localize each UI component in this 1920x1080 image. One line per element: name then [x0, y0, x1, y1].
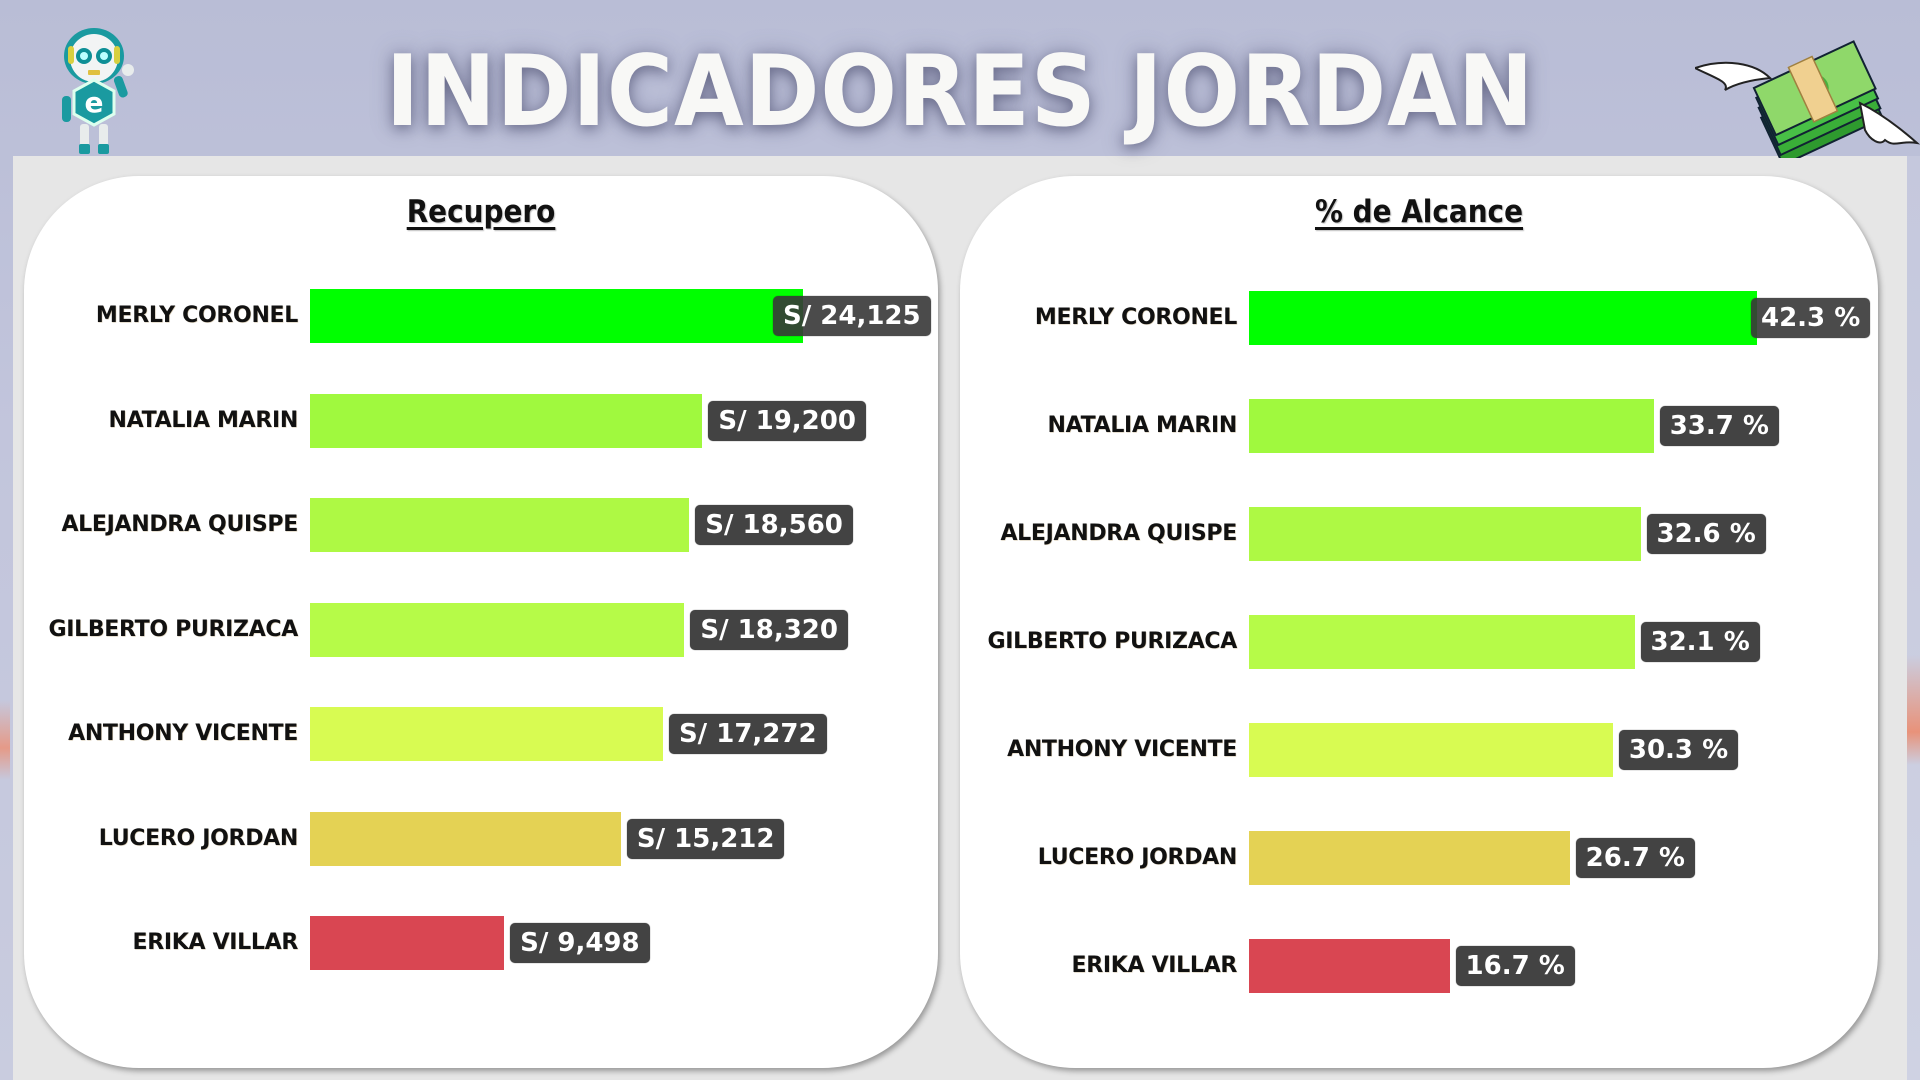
- side-decoration-left: [0, 700, 10, 780]
- bar-value-label: 16.7 %: [1455, 946, 1575, 986]
- bar-value-label: S/ 17,272: [668, 714, 827, 754]
- bar-value-label: 32.1 %: [1640, 622, 1760, 662]
- flying-money-icon: [1695, 40, 1920, 158]
- bar-row: ERIKA VILLAR S/ 9,498: [24, 916, 938, 970]
- bar-value-label: S/ 18,320: [690, 609, 848, 650]
- bar-row: ALEJANDRA QUISPE 32.6 %: [960, 507, 1878, 561]
- bar-category-label: NATALIA MARIN: [1047, 413, 1237, 438]
- bar-category-label: ALEJANDRA QUISPE: [61, 512, 298, 537]
- bar-value-label: S/ 15,212: [626, 818, 785, 859]
- bar[interactable]: [310, 602, 685, 657]
- bar[interactable]: [1249, 507, 1641, 561]
- bar-value-label: 42.3 %: [1751, 298, 1871, 338]
- bar-category-label: LUCERO JORDAN: [98, 825, 299, 851]
- bar-category-label: ANTHONY VICENTE: [1007, 737, 1237, 762]
- bar-row: ERIKA VILLAR 16.7 %: [960, 939, 1878, 993]
- bar[interactable]: [1249, 399, 1654, 453]
- bar[interactable]: [310, 707, 663, 761]
- bar[interactable]: [1249, 291, 1757, 345]
- bar[interactable]: [310, 289, 803, 343]
- bar-row: ALEJANDRA QUISPE S/ 18,560: [24, 498, 938, 552]
- bar[interactable]: [310, 393, 703, 448]
- bar-row: NATALIA MARIN S/ 19,200: [24, 393, 938, 448]
- bar-value-label: S/ 19,200: [708, 400, 866, 441]
- bar[interactable]: [310, 916, 505, 970]
- bar-category-label: MERLY CORONEL: [1034, 305, 1237, 330]
- bar[interactable]: [1249, 831, 1570, 885]
- bar[interactable]: [1249, 939, 1450, 993]
- bar-value-label: 32.6 %: [1646, 514, 1766, 554]
- side-background-strip: [1907, 156, 1920, 1080]
- bar-row: ANTHONY VICENTE 30.3 %: [960, 723, 1878, 777]
- bar-value-label: 26.7 %: [1575, 838, 1695, 878]
- bar-value-label: S/ 24,125: [773, 296, 931, 336]
- bar-value-label: 30.3 %: [1618, 730, 1739, 770]
- side-decoration: [1907, 655, 1920, 765]
- bar-category-label: NATALIA MARIN: [108, 407, 298, 433]
- bar-row: LUCERO JORDAN 26.7 %: [960, 831, 1878, 885]
- bar-category-label: ALEJANDRA QUISPE: [1000, 521, 1237, 546]
- bar[interactable]: [310, 811, 621, 866]
- bar[interactable]: [1249, 615, 1635, 669]
- alcance-chart-title: % de Alcance: [1314, 194, 1524, 230]
- bar-row: MERLY CORONEL 42.3 %: [960, 291, 1878, 345]
- page-title: INDICADORES JORDAN: [385, 35, 1535, 149]
- bar-row: LUCERO JORDAN S/ 15,212: [24, 811, 938, 866]
- bar[interactable]: [310, 498, 690, 552]
- bar-category-label: GILBERTO PURIZACA: [987, 629, 1237, 654]
- bar-row: GILBERTO PURIZACA 32.1 %: [960, 615, 1878, 669]
- bar[interactable]: [1249, 723, 1613, 777]
- bar-category-label: ANTHONY VICENTE: [68, 721, 298, 746]
- bar-row: ANTHONY VICENTE S/ 17,272: [24, 707, 938, 761]
- recupero-chart-title: Recupero: [406, 194, 556, 230]
- bar-row: NATALIA MARIN 33.7 %: [960, 399, 1878, 453]
- robot-mascot-icon: e: [62, 28, 134, 154]
- bar-value-label: S/ 9,498: [510, 923, 650, 963]
- svg-text:e: e: [85, 86, 104, 119]
- bar-category-label: GILBERTO PURIZACA: [48, 616, 298, 642]
- bar-category-label: LUCERO JORDAN: [1037, 845, 1238, 870]
- bar-category-label: MERLY CORONEL: [95, 303, 298, 328]
- recupero-card: Recupero MERLY CORONEL S/ 24,125 NATALIA M…: [24, 176, 938, 1068]
- bar-category-label: ERIKA VILLAR: [132, 930, 298, 955]
- bar-value-label: 33.7 %: [1659, 406, 1779, 446]
- bar-category-label: ERIKA VILLAR: [1071, 953, 1237, 978]
- bar-value-label: S/ 18,560: [695, 505, 853, 545]
- bar-row: MERLY CORONEL S/ 24,125: [24, 289, 938, 343]
- bar-row: GILBERTO PURIZACA S/ 18,320: [24, 602, 938, 657]
- alcance-card: % de Alcance MERLY CORONEL 42.3 % NATALIA …: [960, 176, 1878, 1068]
